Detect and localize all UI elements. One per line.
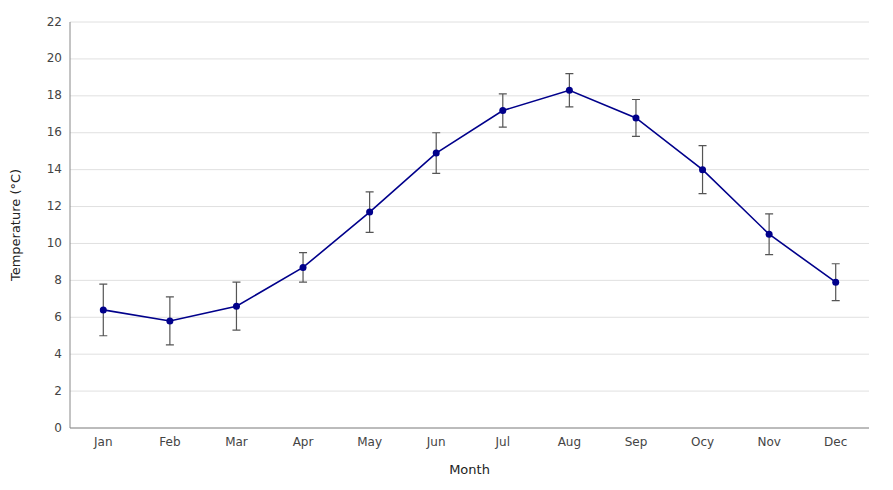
error-bar (632, 100, 640, 137)
grid-line (70, 243, 869, 244)
error-bar (832, 264, 840, 301)
y-tick-label: 16 (47, 125, 62, 139)
point (699, 166, 706, 173)
y-tick-label: 12 (47, 199, 62, 213)
y-axis-label: Temperature (°C) (8, 169, 23, 282)
point (433, 150, 440, 157)
y-tick-label: 20 (47, 51, 62, 65)
x-tick-label: Jan (93, 435, 113, 449)
point (300, 264, 307, 271)
x-tick-label: Dec (824, 435, 847, 449)
point (766, 231, 773, 238)
x-tick-label: Feb (159, 435, 180, 449)
y-tick-label: 6 (54, 310, 62, 324)
point (166, 317, 173, 324)
grid-line (70, 428, 869, 429)
error-bar (99, 284, 107, 336)
error-bar (166, 297, 174, 345)
grid-line (70, 22, 869, 23)
x-tick-label: May (357, 435, 382, 449)
grid-line (70, 169, 869, 170)
grid-line (70, 354, 869, 355)
grid-line (70, 206, 869, 207)
x-tick-label: Jun (426, 435, 446, 449)
y-tick-label: 10 (47, 236, 62, 250)
x-axis: Jan Feb Mar Apr May Jun Jul Aug Sep Ocy Nov Dec (93, 435, 847, 449)
error-bar (232, 282, 240, 330)
x-tick-label: Mar (225, 435, 248, 449)
grid (70, 22, 869, 428)
error-bar (432, 133, 440, 174)
markers (100, 87, 839, 325)
error-bar (565, 74, 573, 107)
grid-line (70, 58, 869, 59)
grid-line (70, 95, 869, 96)
y-tick-label: 8 (54, 273, 62, 287)
x-tick-label: Sep (625, 435, 648, 449)
x-tick-label: Nov (757, 435, 780, 449)
data-layer (99, 74, 839, 345)
error-bar (499, 94, 507, 127)
point (100, 306, 107, 313)
error-bar (699, 146, 707, 194)
grid-line (70, 280, 869, 281)
chart-svg: 0 2 4 6 8 10 12 14 16 18 20 22 Jan Feb Mar Apr May Jun Jul… (0, 0, 893, 490)
y-tick-label: 22 (47, 15, 62, 29)
error-bar (366, 192, 374, 233)
point (366, 209, 373, 216)
y-tick-label: 4 (54, 347, 62, 361)
y-tick-label: 18 (47, 88, 62, 102)
chart-container: 0 2 4 6 8 10 12 14 16 18 20 22 Jan Feb Mar Apr May Jun Jul… (0, 0, 893, 490)
line (103, 90, 835, 321)
x-axis-line (70, 428, 869, 429)
y-axis-line (70, 22, 71, 428)
x-axis-label: Month (449, 462, 490, 477)
x-tick-label: Apr (293, 435, 314, 449)
point (566, 87, 573, 94)
x-tick-label: Ocy (691, 435, 714, 449)
y-tick-label: 2 (54, 384, 62, 398)
y-tick-label: 14 (47, 162, 62, 176)
grid-line (70, 391, 869, 392)
y-axis: 0 2 4 6 8 10 12 14 16 18 20 22 (47, 15, 62, 435)
error-bar (765, 214, 773, 255)
error-bar (299, 253, 307, 283)
x-tick-label: Aug (558, 435, 581, 449)
y-tick-label: 0 (54, 421, 62, 435)
point (832, 279, 839, 286)
point (233, 303, 240, 310)
point (632, 114, 639, 121)
x-tick-label: Jul (495, 435, 510, 449)
error-bars (99, 74, 839, 345)
point (499, 107, 506, 114)
